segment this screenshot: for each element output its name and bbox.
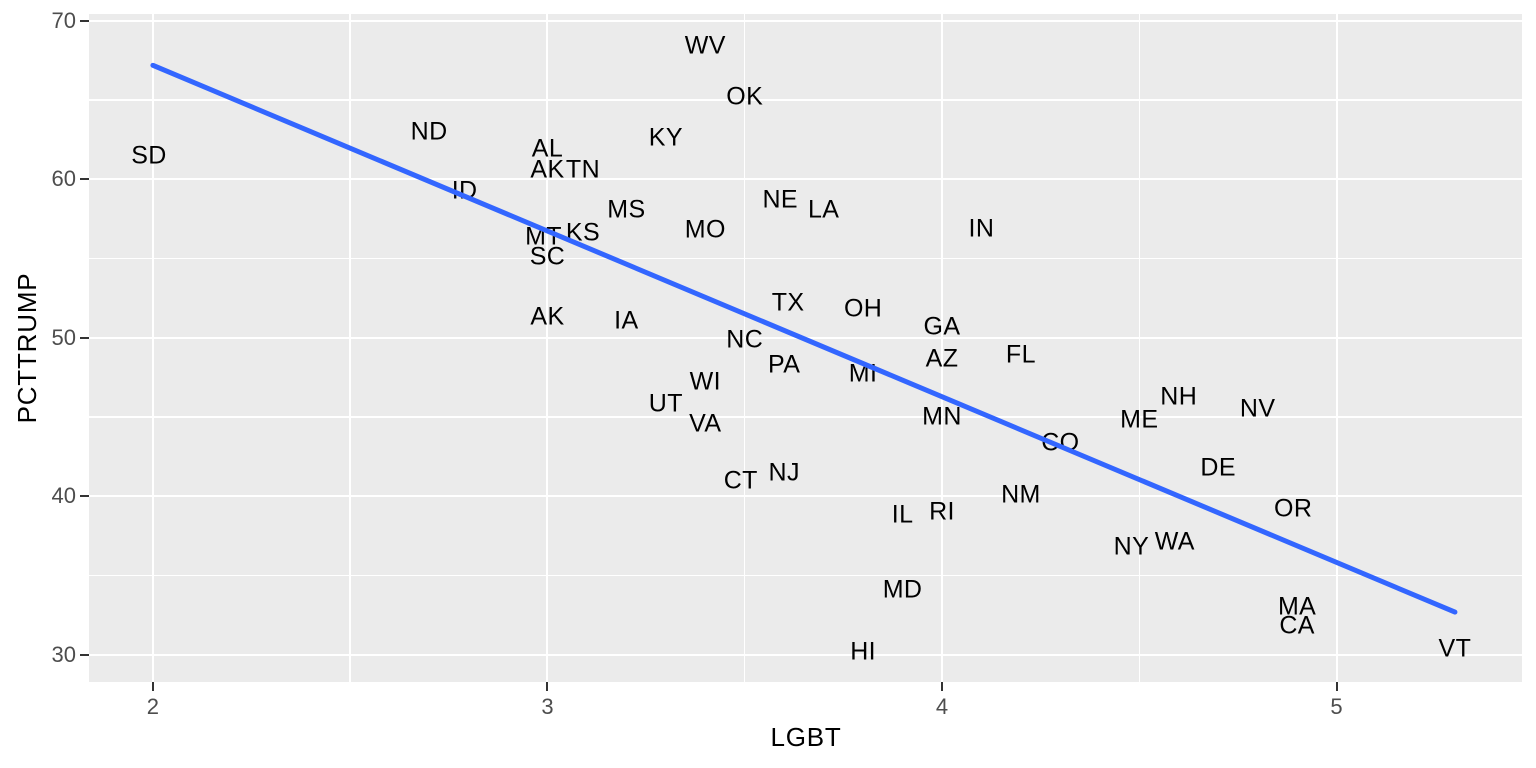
state-label: NE bbox=[762, 185, 798, 214]
state-label: RI bbox=[929, 497, 955, 526]
state-label: NM bbox=[1001, 480, 1041, 509]
state-label: ME bbox=[1120, 405, 1159, 434]
y-axis-tick bbox=[80, 19, 89, 22]
x-tick-label: 2 bbox=[146, 694, 160, 719]
state-label: NY bbox=[1113, 532, 1150, 561]
state-label: CT bbox=[723, 466, 758, 495]
state-label: FL bbox=[1005, 340, 1036, 369]
x-axis-tick bbox=[1335, 682, 1338, 691]
state-label: TN bbox=[565, 155, 601, 184]
state-label: VT bbox=[1438, 634, 1472, 663]
state-label: SD bbox=[131, 141, 167, 170]
state-label: WI bbox=[689, 367, 721, 396]
state-label: OK bbox=[726, 82, 764, 111]
state-label: DE bbox=[1200, 453, 1236, 482]
x-axis-tick bbox=[151, 682, 154, 691]
state-label: KY bbox=[648, 123, 683, 152]
state-label: AK bbox=[530, 155, 565, 184]
major-gridline-horizontal bbox=[89, 653, 1522, 656]
y-tick-label: 60 bbox=[51, 166, 76, 192]
state-labels-layer: SD ND ID AL AK TN KY WV OK MS KS MT SC MO NE LA IN AK IA TX… bbox=[89, 14, 1522, 682]
state-label: HI bbox=[850, 637, 876, 666]
state-label: NH bbox=[1160, 382, 1198, 411]
state-label: AZ bbox=[925, 344, 959, 373]
state-label: IA bbox=[614, 306, 639, 334]
state-label: WV bbox=[684, 31, 726, 60]
state-label: OH bbox=[843, 294, 883, 323]
state-label: IN bbox=[968, 214, 995, 243]
state-label: KS bbox=[565, 218, 601, 247]
x-tick-label: 4 bbox=[935, 694, 949, 719]
y-axis-tick bbox=[80, 653, 89, 656]
y-axis-title: PCTTRUMP bbox=[12, 272, 42, 424]
state-label: CO bbox=[1041, 428, 1080, 457]
state-label: MN bbox=[922, 402, 962, 431]
state-label: WA bbox=[1154, 527, 1195, 556]
state-label: ND bbox=[410, 117, 448, 146]
state-label: MI bbox=[848, 359, 878, 388]
y-tick-label: 70 bbox=[51, 7, 76, 33]
state-label: LA bbox=[807, 195, 840, 224]
y-axis-tick bbox=[80, 336, 89, 339]
state-label: TX bbox=[771, 288, 805, 317]
x-axis-tick bbox=[941, 682, 943, 691]
y-axis-tick bbox=[80, 495, 89, 498]
state-label: PA bbox=[768, 350, 801, 379]
state-label: NC bbox=[726, 325, 764, 354]
state-label: MO bbox=[684, 215, 726, 244]
state-label: MD bbox=[882, 575, 923, 604]
state-label: IL bbox=[891, 500, 914, 529]
state-label: CA bbox=[1279, 611, 1315, 640]
state-label: MS bbox=[607, 195, 646, 224]
x-axis-tick bbox=[546, 682, 549, 691]
state-label: VA bbox=[689, 409, 722, 438]
state-label: ID bbox=[451, 176, 478, 205]
y-tick-label: 30 bbox=[51, 641, 76, 667]
major-gridline-horizontal bbox=[89, 19, 1522, 22]
state-label: GA bbox=[923, 312, 961, 341]
y-tick-label: 50 bbox=[51, 324, 76, 350]
state-label: OR bbox=[1274, 494, 1313, 523]
state-label: AK bbox=[530, 302, 565, 331]
x-axis-title: LGBT bbox=[770, 722, 842, 752]
y-axis-tick bbox=[80, 178, 89, 181]
state-label: UT bbox=[648, 389, 683, 418]
state-label: SC bbox=[529, 242, 566, 271]
y-tick-label: 40 bbox=[51, 483, 76, 509]
x-tick-label: 5 bbox=[1330, 694, 1343, 719]
state-label: NJ bbox=[768, 458, 800, 487]
state-label: NV bbox=[1239, 394, 1276, 423]
x-tick-label: 3 bbox=[541, 694, 554, 719]
